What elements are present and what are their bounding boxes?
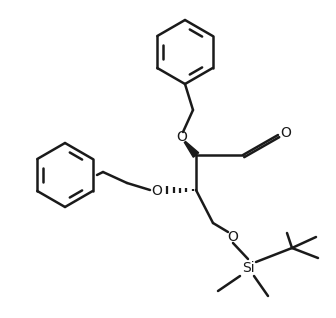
Text: O: O xyxy=(281,126,291,140)
Polygon shape xyxy=(184,142,199,157)
Text: Si: Si xyxy=(242,261,254,275)
Text: O: O xyxy=(152,184,162,198)
Text: O: O xyxy=(227,230,239,244)
Text: O: O xyxy=(176,130,187,144)
